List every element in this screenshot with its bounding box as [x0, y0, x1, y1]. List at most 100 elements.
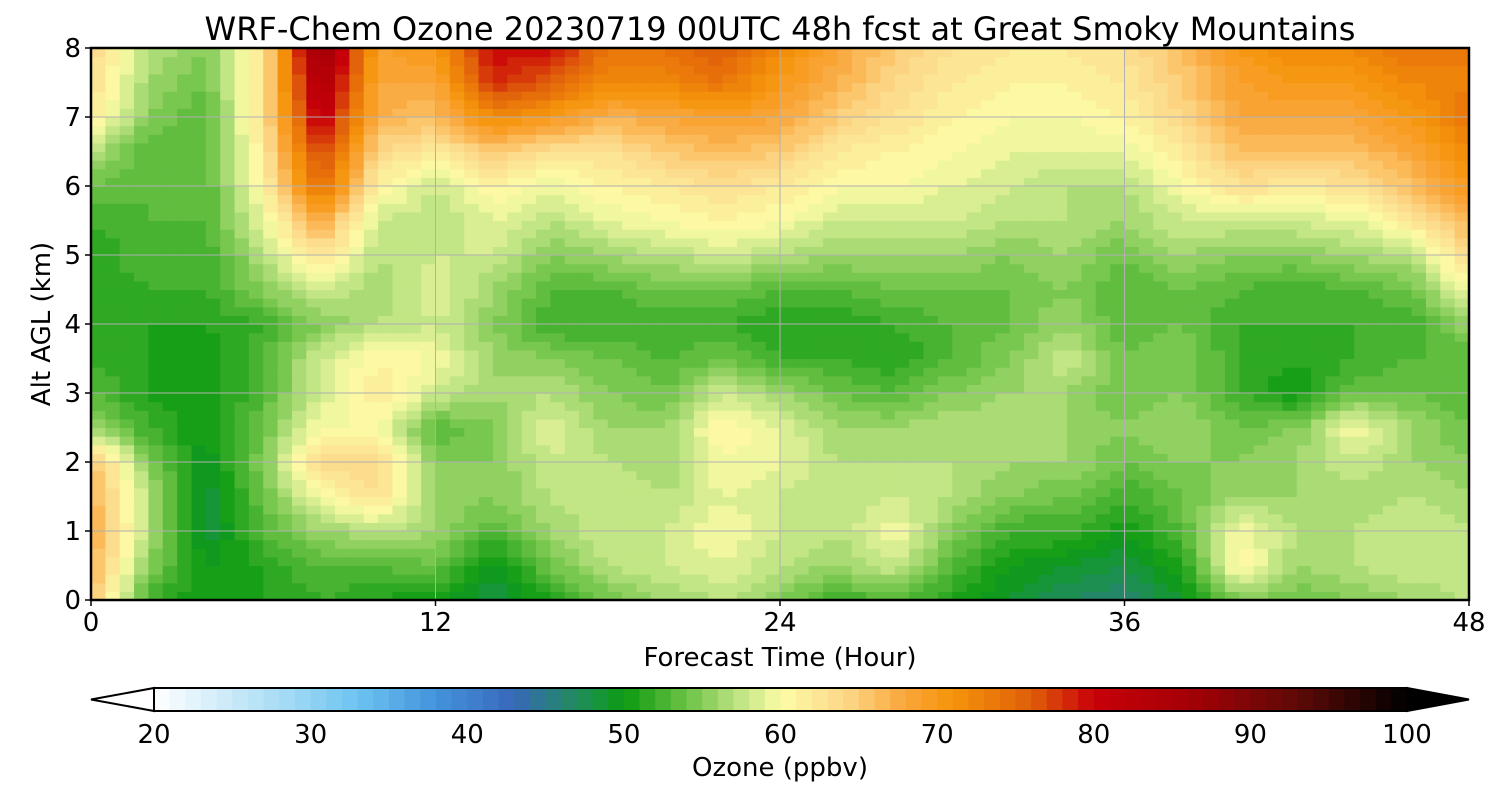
heatmap-cell [851, 513, 867, 523]
heatmap-cell [363, 324, 379, 334]
heatmap-cell [363, 418, 379, 429]
heatmap-cell [550, 531, 566, 541]
heatmap-cell [1224, 289, 1240, 299]
heatmap-cell [1253, 246, 1269, 256]
heatmap-cell [1325, 522, 1341, 532]
heatmap-cell [995, 280, 1011, 291]
heatmap-cell [607, 237, 623, 247]
heatmap-cell [392, 237, 408, 247]
heatmap-cell [579, 384, 594, 394]
heatmap-cell [1210, 548, 1226, 558]
heatmap-cell [1354, 470, 1370, 480]
heatmap-cell [1081, 358, 1097, 368]
heatmap-cell [866, 582, 882, 592]
heatmap-cell [808, 349, 824, 360]
heatmap-cell [277, 298, 293, 308]
heatmap-cell [1124, 298, 1140, 308]
heatmap-cell [263, 324, 279, 334]
heatmap-cell [435, 531, 451, 541]
heatmap-cell [607, 272, 623, 282]
heatmap-cell [693, 255, 709, 265]
heatmap-cell [1411, 220, 1427, 230]
heatmap-cell [794, 211, 810, 222]
heatmap-cell [579, 194, 594, 204]
heatmap-cell [650, 367, 666, 377]
heatmap-cell [363, 332, 379, 342]
heatmap-cell [1454, 229, 1469, 239]
heatmap-cell [952, 505, 968, 515]
heatmap-cell [636, 280, 652, 291]
heatmap-cell [177, 531, 193, 541]
heatmap-cell [492, 479, 508, 489]
heatmap-cell [105, 522, 121, 532]
heatmap-cell [234, 487, 250, 498]
heatmap-cell [306, 220, 322, 230]
heatmap-cell [1110, 324, 1126, 334]
heatmap-cell [1124, 246, 1140, 256]
heatmap-cell [1153, 436, 1169, 446]
heatmap-cell [1282, 548, 1298, 558]
heatmap-cell [851, 539, 867, 549]
heatmap-cell [306, 453, 322, 463]
heatmap-cell [177, 194, 193, 204]
heatmap-cell [1368, 513, 1384, 523]
heatmap-cell [880, 513, 896, 523]
heatmap-cell [306, 280, 322, 291]
heatmap-cell [248, 186, 264, 196]
heatmap-cell [722, 548, 738, 558]
heatmap-cell [220, 306, 236, 316]
heatmap-cell [492, 574, 508, 584]
heatmap-cell [1282, 298, 1298, 308]
heatmap-cell [909, 531, 925, 541]
heatmap-cell [392, 151, 408, 161]
heatmap-cell [234, 341, 250, 351]
heatmap-cell [306, 263, 322, 273]
heatmap-cell [234, 151, 250, 161]
heatmap-cell [435, 349, 451, 360]
heatmap-cell [277, 565, 293, 575]
heatmap-cell [406, 358, 422, 368]
heatmap-cell [1052, 332, 1068, 342]
heatmap-cell [1239, 548, 1255, 558]
heatmap-cell [134, 393, 150, 403]
heatmap-cell [708, 349, 724, 360]
heatmap-cell [1397, 453, 1413, 463]
heatmap-cell [751, 505, 767, 515]
heatmap-cell [291, 194, 307, 204]
heatmap-cell [162, 444, 178, 454]
heatmap-cell [1425, 479, 1441, 489]
heatmap-cell [220, 513, 236, 523]
heatmap-cell [134, 272, 150, 282]
heatmap-cell [995, 470, 1011, 480]
heatmap-cell [1239, 151, 1255, 161]
heatmap-cell [1038, 565, 1054, 575]
heatmap-cell [1382, 453, 1398, 463]
heatmap-cell [1268, 298, 1283, 308]
heatmap-cell [220, 479, 236, 489]
heatmap-cell [1081, 513, 1097, 523]
heatmap-cell [521, 410, 537, 420]
heatmap-cell [535, 531, 551, 541]
heatmap-cell [708, 324, 724, 334]
heatmap-cell [263, 522, 279, 532]
heatmap-cell [177, 401, 193, 411]
heatmap-cell [248, 306, 264, 316]
heatmap-cell [234, 453, 250, 463]
heatmap-cell [1009, 186, 1025, 196]
heatmap-cell [220, 565, 236, 575]
heatmap-cell [1368, 548, 1384, 558]
heatmap-cell [823, 444, 839, 454]
heatmap-cell [650, 470, 666, 480]
heatmap-cell [665, 574, 681, 584]
heatmap-cell [507, 289, 523, 299]
heatmap-cell [980, 384, 996, 394]
heatmap-cell [1067, 341, 1083, 351]
heatmap-cell [521, 470, 537, 480]
heatmap-cell [248, 582, 264, 592]
heatmap-cell [148, 324, 164, 334]
heatmap-cell [464, 418, 480, 429]
heatmap-cell [823, 194, 839, 204]
heatmap-cell [421, 177, 437, 187]
heatmap-cell [636, 401, 652, 411]
heatmap-cell [478, 505, 494, 515]
